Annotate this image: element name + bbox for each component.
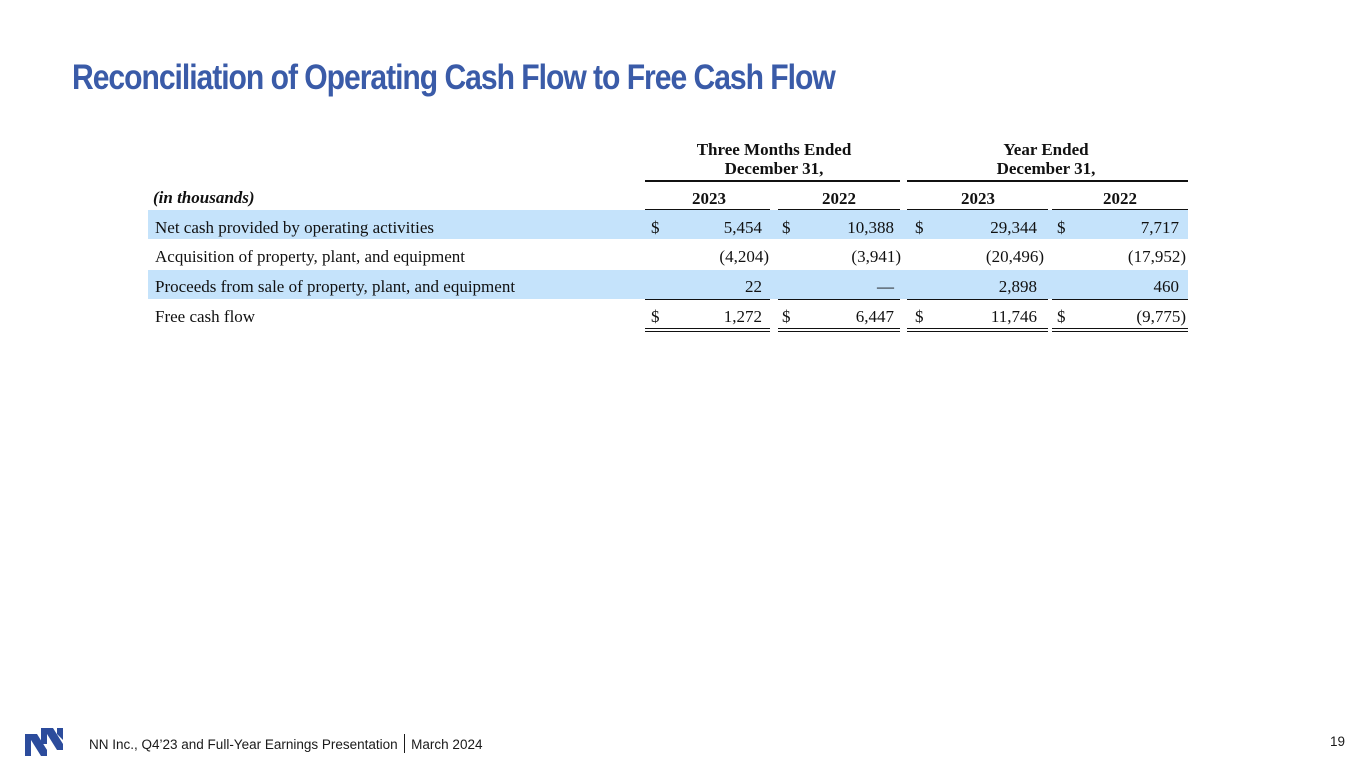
table-cell: 10,388 (847, 218, 894, 237)
total-rule (907, 328, 1048, 329)
group-header-line: Year Ended (1003, 140, 1089, 159)
column-header: 2023 (692, 189, 726, 208)
table-cell: 460 (1153, 277, 1180, 296)
subtotal-rule (778, 299, 900, 300)
subtotal-rule (907, 299, 1048, 300)
column-rule (907, 209, 1048, 210)
row-label: Free cash flow (155, 307, 256, 326)
table-cell: 6,447 (855, 307, 894, 326)
footer-text: NN Inc., Q4’23 and Full-Year Earnings Pr… (89, 734, 482, 753)
table-cell: 11,746 (990, 307, 1037, 326)
page-number: 19 (1329, 734, 1345, 749)
units-label: (in thousands) (153, 188, 255, 207)
footer-separator (403, 734, 406, 753)
total-rule (1052, 328, 1188, 329)
row-highlight-band (148, 270, 1188, 299)
group-header-line: December 31, (724, 159, 824, 178)
table-cell: (4,204) (719, 247, 769, 266)
currency-symbol: $ (651, 218, 660, 237)
slide-title: Reconciliation of Operating Cash Flow to… (72, 58, 836, 97)
column-rule (1052, 209, 1188, 210)
cash-flow-reconciliation-table: Three Months Ended December 31, Year End… (148, 138, 1188, 338)
table-cell: 2,898 (998, 277, 1037, 296)
total-rule (645, 331, 770, 332)
column-header: 2022 (822, 189, 856, 208)
group-header-line: December 31, (996, 159, 1096, 178)
table-cell: — (877, 277, 894, 296)
column-rule (778, 209, 900, 210)
row-label: Acquisition of property, plant, and equi… (155, 247, 466, 266)
group-header-year: Year Ended December 31, (904, 140, 1188, 178)
subtotal-rule (1052, 299, 1188, 300)
currency-symbol: $ (1057, 307, 1066, 326)
total-rule (778, 328, 900, 329)
currency-symbol: $ (1057, 218, 1066, 237)
total-rule (1052, 331, 1188, 332)
table-cell: 5,454 (723, 218, 762, 237)
table-cell: 22 (745, 277, 762, 296)
header-rule (645, 180, 900, 182)
table-cell: 29,344 (990, 218, 1037, 237)
row-label: Net cash provided by operating activitie… (155, 218, 434, 237)
column-rule (645, 209, 770, 210)
table-cell: (17,952) (1127, 247, 1186, 266)
table-cell: 7,717 (1140, 218, 1179, 237)
group-header-three-months: Three Months Ended December 31, (648, 140, 900, 178)
footer-date-text: March 2024 (411, 737, 483, 752)
column-header: 2023 (961, 189, 995, 208)
footer-company-text: NN Inc., Q4’23 and Full-Year Earnings Pr… (89, 737, 398, 752)
column-header: 2022 (1103, 189, 1137, 208)
table-cell: 1,272 (723, 307, 762, 326)
total-rule (778, 331, 900, 332)
row-highlight-band (148, 210, 1188, 239)
row-label: Proceeds from sale of property, plant, a… (155, 277, 516, 296)
header-rule (907, 180, 1188, 182)
total-rule (645, 328, 770, 329)
table-cell: (3,941) (851, 247, 901, 266)
currency-symbol: $ (915, 218, 924, 237)
total-rule (907, 331, 1048, 332)
currency-symbol: $ (782, 218, 791, 237)
group-header-line: Three Months Ended (696, 140, 852, 159)
table-cell: (9,775) (1136, 307, 1186, 326)
currency-symbol: $ (782, 307, 791, 326)
currency-symbol: $ (651, 307, 660, 326)
subtotal-rule (645, 299, 770, 300)
table-cell: (20,496) (985, 247, 1044, 266)
nn-logo-icon (25, 728, 63, 756)
currency-symbol: $ (915, 307, 924, 326)
